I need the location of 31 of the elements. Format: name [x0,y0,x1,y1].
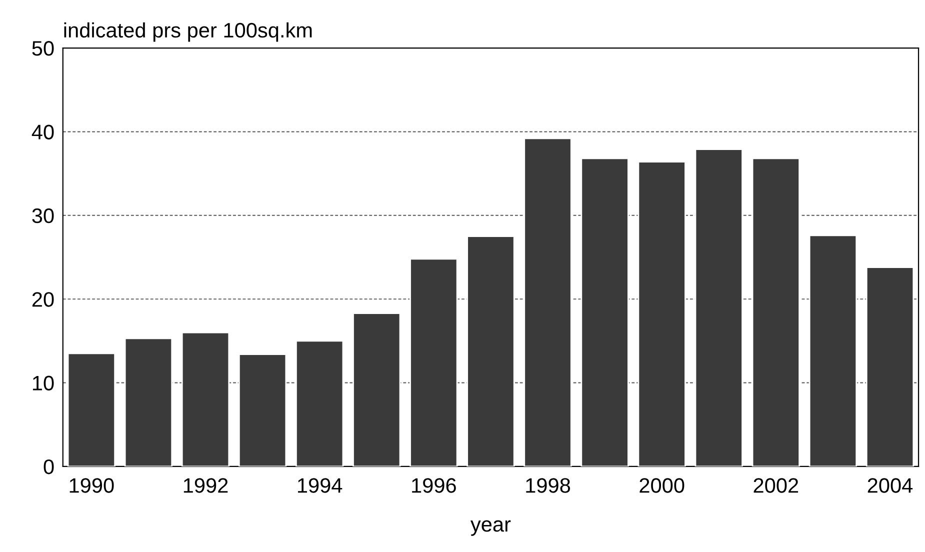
bar [694,148,743,466]
bar [580,158,629,466]
x-tick-label: 2000 [640,478,684,493]
y-tick-label: 10 [32,376,54,391]
bar [238,354,287,466]
bar [181,332,230,466]
y-tick-label: 50 [32,41,54,56]
bar [866,266,914,466]
bar [124,338,173,466]
x-tick-label: 1998 [526,478,570,493]
y-tick-label: 30 [32,208,54,224]
y-tick-label: 0 [44,459,54,474]
bar [808,234,858,466]
bar [352,312,401,466]
bar [466,236,515,466]
x-tick-label: 1994 [298,478,342,493]
bar [638,161,686,466]
bar [524,138,572,466]
bar [67,352,116,466]
x-tick-label: 1992 [184,478,228,493]
bar [752,158,800,466]
x-tick-label: 1990 [70,478,114,493]
x-tick-label: 2002 [754,478,798,493]
bar [296,340,344,466]
y-axis-title: indicated prs per 100sq.km [64,22,312,42]
x-tick-label: 2004 [868,478,913,493]
x-axis-title: year [470,520,511,536]
y-tick-label: 40 [32,124,54,140]
x-tick-label: 1996 [412,478,456,493]
bar [410,258,458,466]
y-tick-label: 20 [32,292,54,307]
